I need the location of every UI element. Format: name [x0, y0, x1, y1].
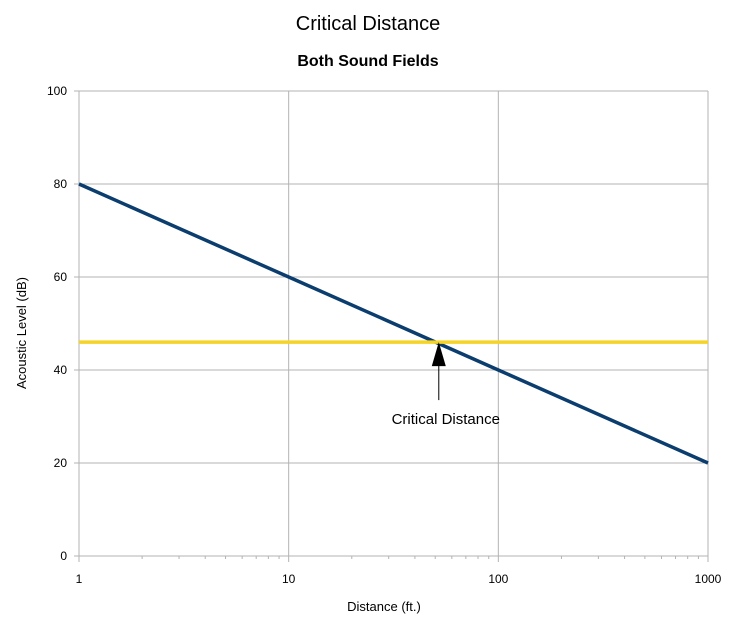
x-axis-label: Distance (ft.) — [347, 599, 421, 614]
series-line-1 — [78, 182, 709, 465]
y-axis-label: Acoustic Level (dB) — [14, 277, 29, 389]
series-lines — [78, 182, 709, 465]
x-tick-label: 1 — [76, 572, 83, 586]
y-tick-label: 0 — [60, 549, 67, 563]
annotation-label: Critical Distance — [392, 411, 500, 428]
x-tick-labels: 1 10 100 1000 — [76, 572, 722, 586]
y-tick-label: 40 — [54, 363, 68, 377]
x-tick-label: 1000 — [695, 572, 722, 586]
plot-frame — [78, 91, 708, 557]
y-tick-label: 80 — [54, 177, 68, 191]
y-tick-label: 100 — [47, 84, 67, 98]
y-tick-label: 20 — [54, 456, 68, 470]
annotation-arrowhead — [431, 342, 446, 367]
chart-subtitle: Both Sound Fields — [297, 53, 438, 70]
x-tick-label: 100 — [488, 572, 508, 586]
y-tick-label: 60 — [54, 270, 68, 284]
grid-lines — [74, 90, 709, 562]
x-tick-label: 10 — [282, 572, 296, 586]
y-tick-labels: 0 20 40 60 80 100 — [47, 84, 67, 563]
chart-title: Critical Distance — [296, 13, 440, 35]
annotation-group: Critical Distance — [392, 342, 500, 428]
